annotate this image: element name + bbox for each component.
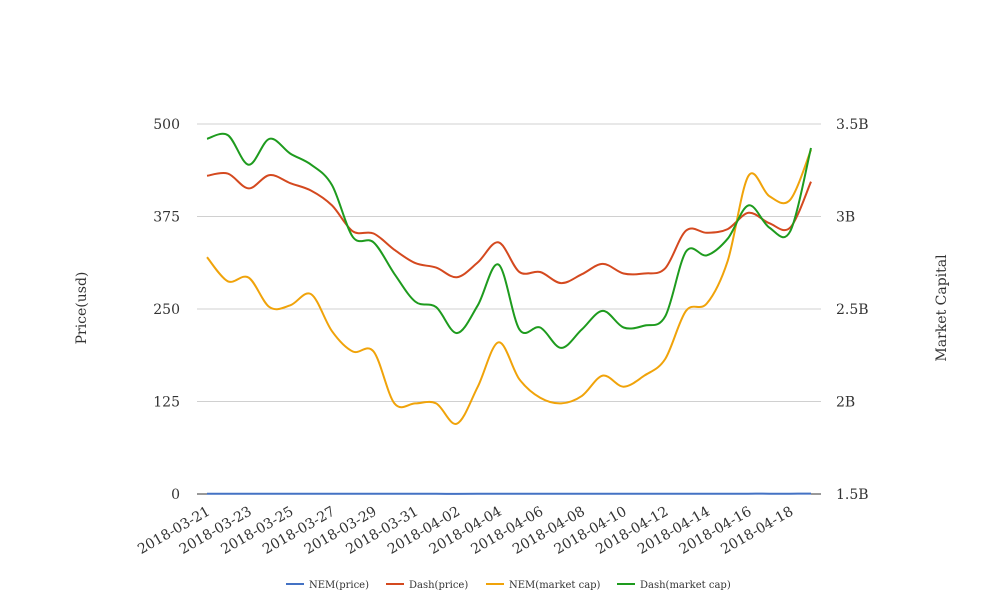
y-tick-label: 250 xyxy=(153,302,180,318)
grid-lines xyxy=(197,123,821,495)
legend-label: Dash(market cap) xyxy=(640,580,731,591)
y2-tick-label: 3B xyxy=(836,210,855,226)
y2-tick-label: 1.5B xyxy=(836,487,869,503)
y2-tick-label: 2.5B xyxy=(836,302,869,318)
y2-tick-label: 2B xyxy=(836,395,855,411)
legend-item[interactable]: NEM(market cap) xyxy=(486,580,601,591)
right-y-axis: 1.5B 2B 2.5B 3B 3.5B xyxy=(836,117,869,503)
series-line-dash-market-cap xyxy=(206,132,812,349)
legend-label: Dash(price) xyxy=(409,580,468,591)
left-y-axis: 0 125 250 375 500 xyxy=(153,117,180,503)
series-line-nem-market-cap xyxy=(206,149,812,425)
legend: NEM(price) Dash(price) NEM(market cap) Dash… xyxy=(286,580,731,591)
legend-item[interactable]: Dash(price) xyxy=(386,580,468,591)
y-tick-label: 500 xyxy=(153,117,180,133)
y2-axis-title: Market Capital xyxy=(934,254,950,362)
y2-tick-label: 3.5B xyxy=(836,117,869,133)
y-axis-title: Price(usd) xyxy=(74,272,90,345)
y-tick-label: 0 xyxy=(171,487,180,503)
series-lines xyxy=(206,132,812,495)
legend-label: NEM(market cap) xyxy=(509,580,601,591)
x-axis: 2018-03-212018-03-232018-03-252018-03-27… xyxy=(135,504,796,558)
y-tick-label: 375 xyxy=(153,210,180,226)
y-tick-label: 125 xyxy=(153,395,180,411)
legend-item[interactable]: NEM(price) xyxy=(286,580,369,591)
legend-item[interactable]: Dash(market cap) xyxy=(617,580,731,591)
legend-label: NEM(price) xyxy=(309,580,369,591)
series-line-dash-price xyxy=(206,172,812,285)
